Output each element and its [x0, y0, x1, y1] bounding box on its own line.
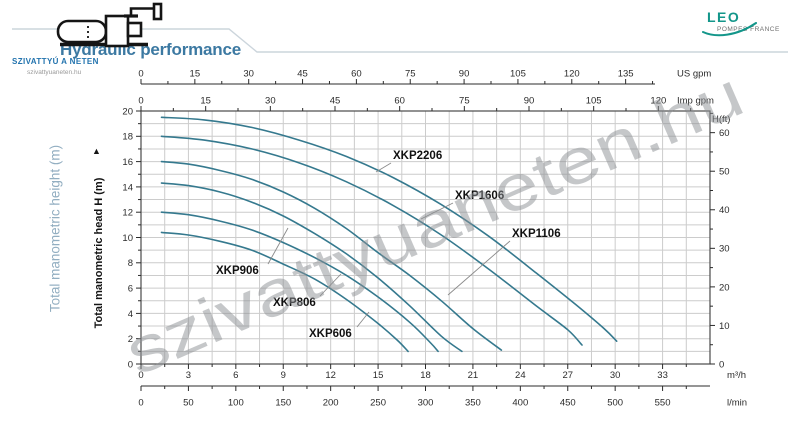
curve-label-XKP1106: XKP1106: [512, 228, 561, 240]
axis-tick-label: 75: [459, 96, 470, 107]
axis-tick-label: m³/h: [727, 370, 746, 381]
axis-tick-label: 8: [128, 258, 133, 269]
axis-tick-label: 20: [719, 282, 730, 293]
axis-tick-label: 60: [394, 96, 405, 107]
axis-tick-label: 6: [128, 284, 133, 295]
axis-tick-label: 450: [560, 398, 576, 409]
site-brand-url: szivattyuaneten.hu: [27, 69, 82, 76]
axis-tick-label: 24: [515, 370, 526, 381]
leader-line-XKP806: [319, 273, 342, 297]
curve-XKP1106: [160, 160, 503, 351]
leo-swoosh-icon: [702, 22, 757, 37]
axis-tick-label: 120: [650, 96, 666, 107]
axis-tick-label: 400: [512, 398, 528, 409]
axis-tick-label: 16: [122, 157, 133, 168]
axis-tick-label: 250: [370, 398, 386, 409]
axis-tick-label: 75: [405, 69, 416, 80]
axis-tick-label: 100: [228, 398, 244, 409]
axis-tick-label: 6: [233, 370, 238, 381]
curve-label-XKP906: XKP906: [216, 265, 259, 277]
axis-tick-label: 0: [128, 359, 133, 370]
axis-tick-label: 90: [459, 69, 470, 80]
leader-line-XKP1606: [420, 202, 454, 220]
axis-arrow-icon: ▲: [92, 146, 101, 156]
curve-label-XKP1606: XKP1606: [455, 190, 504, 202]
axis-tick-label: 30: [610, 370, 621, 381]
axis-tick-label: 30: [265, 96, 276, 107]
axis-tick-label: 300: [418, 398, 434, 409]
leader-line-XKP906: [267, 227, 289, 265]
curve-label-XKP606: XKP606: [309, 328, 352, 340]
axis-tick-label: 45: [330, 96, 341, 107]
leader-line-XKP606: [356, 311, 370, 328]
axis-tick-label: 120: [564, 69, 580, 80]
axis-tick-label: 60: [351, 69, 362, 80]
axis-tick-label: 15: [190, 69, 201, 80]
axis-tick-label: 40: [719, 205, 730, 216]
axis-tick-label: 0: [138, 69, 143, 80]
gridlines: [141, 111, 710, 364]
curve-label-XKP806: XKP806: [273, 297, 316, 309]
axis-tick-label: 500: [607, 398, 623, 409]
axis-tick-label: 50: [183, 398, 194, 409]
axis-tick-label: 12: [122, 208, 133, 219]
axis-tick-label: 3: [186, 370, 191, 381]
site-brand-name: SZIVATTYÚ A NETEN: [12, 57, 99, 66]
curve-label-XKP2206: XKP2206: [393, 150, 442, 162]
axis-tick-label: 135: [618, 69, 634, 80]
axis-tick-label: 0: [719, 359, 724, 370]
axis-tick-label: 10: [122, 233, 133, 244]
leo-logo-text: LEO: [707, 9, 741, 25]
axis-tick-label: 0: [138, 398, 143, 409]
axis-tick-label: 10: [719, 321, 730, 332]
axis-tick-label: 50: [719, 167, 730, 178]
axis-tick-label: 15: [200, 96, 211, 107]
axis-tick-label: 33: [657, 370, 668, 381]
axis-tick-label: 150: [275, 398, 291, 409]
axis-ticks: [136, 79, 715, 391]
axis-tick-label: H(ft): [712, 114, 730, 125]
leader-line-XKP2206: [375, 162, 392, 173]
axis-tick-label: 20: [122, 106, 133, 117]
axis-tick-label: 200: [323, 398, 339, 409]
axis-tick-label: 2: [128, 334, 133, 345]
curve-XKP2206: [160, 116, 618, 342]
curve-XKP806: [160, 211, 439, 353]
axis-tick-label: 0: [138, 96, 143, 107]
axis-tick-label: 14: [122, 182, 133, 193]
axis-tick-label: 27: [562, 370, 573, 381]
axis-tick-label: l/min: [727, 398, 747, 409]
curve-XKP906: [160, 182, 463, 353]
pump-logo-icon: [56, 2, 163, 48]
axis-tick-label: 350: [465, 398, 481, 409]
axis-tick-label: 0: [138, 370, 143, 381]
axis-tick-label: 105: [586, 96, 602, 107]
axis-tick-label: 30: [243, 69, 254, 80]
axis-tick-label: 105: [510, 69, 526, 80]
axis-tick-label: 60: [719, 128, 730, 139]
axis-tick-label: 12: [325, 370, 336, 381]
leo-logo: LEO POMPES FRANCE: [698, 9, 798, 37]
axis-tick-label: 18: [420, 370, 431, 381]
curve-XKP1606: [160, 135, 583, 346]
axis-tick-label: 550: [655, 398, 671, 409]
leo-logo-tagline: POMPES FRANCE: [717, 26, 780, 33]
axis-tick-label: 45: [297, 69, 308, 80]
axis-tick-label: 4: [128, 309, 133, 320]
axis-tick-label: 21: [468, 370, 479, 381]
axis-tick-label: 15: [373, 370, 384, 381]
axis-tick-label: 18: [122, 132, 133, 143]
axis-tick-label: 9: [281, 370, 286, 381]
axis-tick-label: 30: [719, 244, 730, 255]
axis-tick-label: 90: [524, 96, 535, 107]
leader-line-XKP1106: [447, 240, 511, 296]
axis-tick-label: Imp gpm: [677, 96, 714, 107]
axis-tick-label: US gpm: [677, 69, 711, 80]
curve-XKP606: [160, 231, 409, 353]
